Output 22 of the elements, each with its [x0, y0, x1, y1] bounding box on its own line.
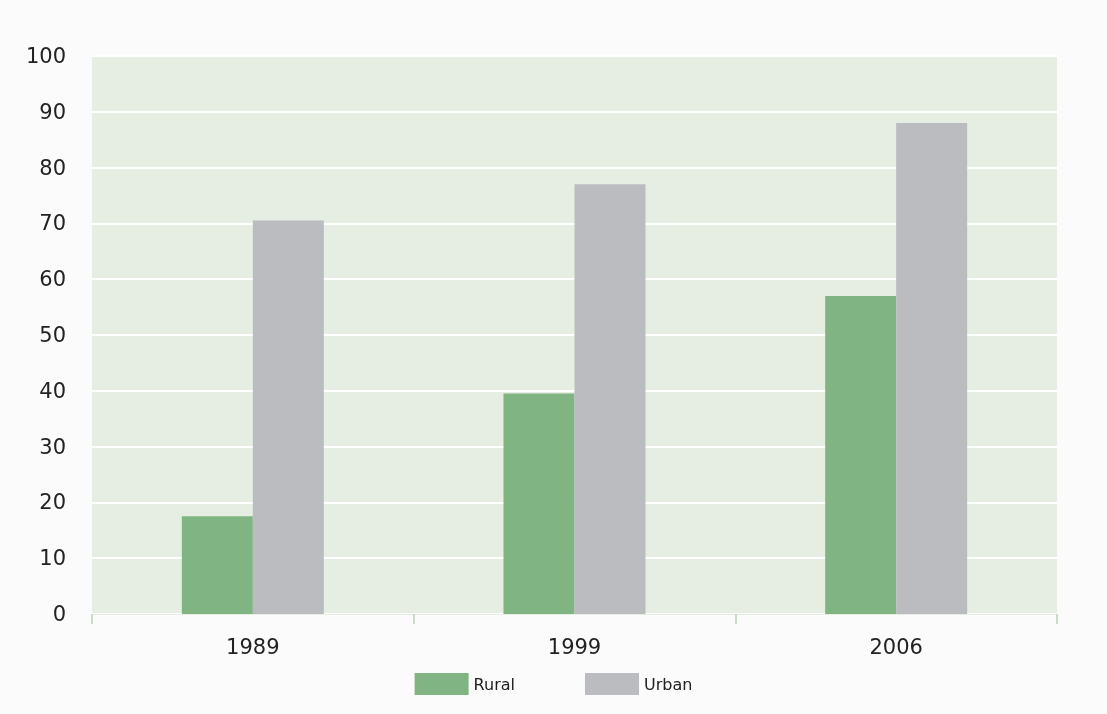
- y-tick-label: 40: [39, 378, 66, 403]
- bar: [503, 393, 575, 614]
- y-tick-label: 60: [39, 267, 66, 292]
- bar: [252, 220, 324, 614]
- x-tick-label: 2006: [869, 634, 923, 659]
- y-tick-label: 0: [52, 602, 66, 626]
- y-tick-label: 50: [39, 323, 66, 347]
- bar: [181, 516, 253, 614]
- legend-label: Rural: [473, 674, 515, 694]
- bar: [825, 295, 897, 614]
- y-tick-label: 80: [39, 155, 66, 180]
- x-tick-label: 1999: [547, 634, 602, 659]
- y-tick-label: 30: [39, 434, 66, 459]
- bar: [896, 122, 968, 614]
- y-tick-label: 10: [39, 546, 66, 571]
- legend-label: Urban: [643, 674, 693, 694]
- y-tick-label: 20: [39, 490, 66, 515]
- y-tick-label: 70: [39, 211, 66, 236]
- y-tick-label: 100: [25, 44, 66, 68]
- bar: [574, 184, 646, 614]
- x-tick-label: 1989: [226, 634, 280, 659]
- y-tick-label: 90: [39, 99, 66, 124]
